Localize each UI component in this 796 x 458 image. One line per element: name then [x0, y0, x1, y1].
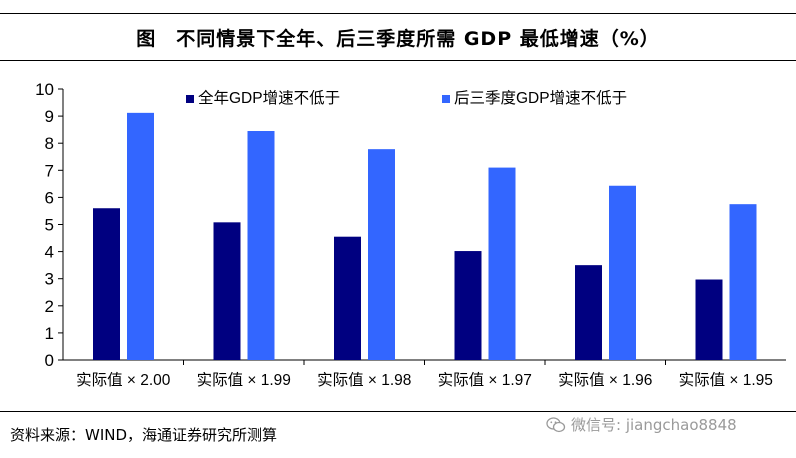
source-note: 资料来源：WIND，海通证券研究所测算: [10, 426, 278, 444]
y-tick-label: 6: [45, 188, 54, 207]
watermark-text: 微信号: jiangchao8848: [571, 416, 737, 434]
y-tick-label: 9: [45, 107, 54, 126]
bottom-rule: [0, 411, 796, 412]
legend-label: 全年GDP增速不低于: [198, 89, 340, 107]
bar-last-three-quarters: [247, 131, 275, 360]
x-axis: 实际值 × 2.00 实际值 × 1.99 实际值 × 1.98 实际值 × 1.97…: [63, 359, 786, 389]
x-tick-label: 实际值 × 2.00: [76, 371, 171, 389]
legend-swatch: [186, 95, 194, 103]
x-tick-label: 实际值 × 1.95: [679, 371, 773, 389]
bar-last-three-quarters: [488, 167, 516, 360]
bar-last-three-quarters: [729, 204, 757, 360]
y-tick-label: 10: [35, 80, 54, 99]
y-tick-label: 7: [45, 161, 54, 180]
watermark: 微信号: jiangchao8848: [546, 414, 737, 435]
x-tick-label: 实际值 × 1.99: [197, 371, 291, 389]
legend: 全年GDP增速不低于 后三季度GDP增速不低于: [186, 89, 627, 107]
bar-last-three-quarters: [127, 112, 154, 361]
y-axis: 0 1 2 3 4 5 6 7 8 9 10: [35, 80, 64, 370]
bar-last-three-quarters: [368, 149, 395, 360]
y-tick-label: 0: [45, 351, 54, 370]
x-tick-label: 实际值 × 1.98: [317, 371, 411, 389]
y-tick-label: 4: [45, 243, 54, 262]
bar-last-three-quarters: [609, 185, 636, 360]
legend-label: 后三季度GDP增速不低于: [454, 89, 627, 107]
bar-full-year: [93, 208, 120, 360]
x-tick-label: 实际值 × 1.96: [558, 371, 652, 389]
figure-title: 图 不同情景下全年、后三季度所需 GDP 最低增速（%）: [136, 28, 660, 50]
bar-full-year: [334, 236, 361, 360]
wechat-icon: [546, 416, 566, 432]
legend-swatch: [442, 95, 450, 103]
x-tick-label: 实际值 × 1.97: [438, 371, 532, 389]
bar-full-year: [695, 279, 723, 360]
y-tick-label: 1: [45, 324, 54, 343]
y-tick-label: 8: [45, 134, 54, 153]
top-rule: [0, 13, 796, 14]
bar-full-year: [575, 265, 602, 360]
y-tick-label: 2: [45, 297, 54, 316]
y-tick-label: 5: [45, 216, 54, 235]
title-rule: [0, 60, 796, 61]
bar-full-year: [454, 251, 482, 360]
bar-chart: 0 1 2 3 4 5 6 7 8 9 10 实际值 × 2.00 实际值 × 1.99 实际值 × 1…: [35, 80, 786, 389]
bar-full-year: [213, 222, 241, 360]
y-tick-label: 3: [45, 270, 54, 289]
bars: [93, 112, 757, 361]
